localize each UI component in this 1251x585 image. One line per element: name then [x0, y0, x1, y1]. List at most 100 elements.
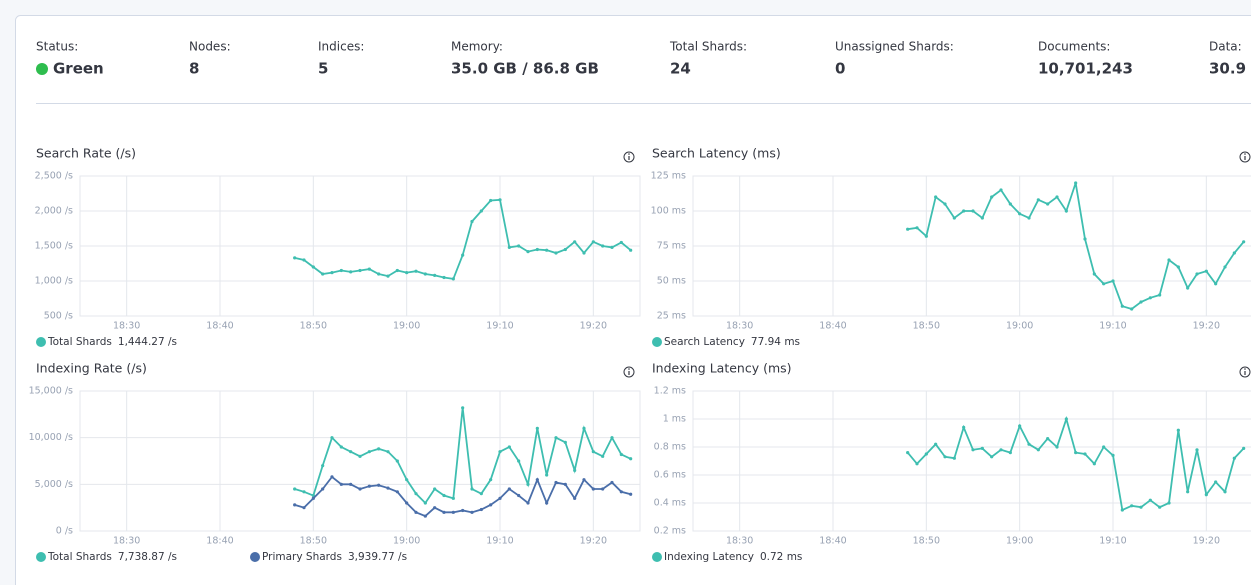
x-tick-label: 18:40 — [819, 536, 846, 547]
data-point — [1092, 272, 1096, 276]
x-tick-label: 18:50 — [300, 321, 327, 332]
data-point — [915, 462, 919, 466]
data-point — [1074, 451, 1078, 455]
data-point — [1083, 452, 1087, 456]
data-point — [517, 244, 521, 248]
y-tick-label: 75 ms — [657, 241, 686, 252]
stat-value: Green — [53, 60, 104, 78]
y-tick-label: 50 ms — [657, 276, 686, 287]
data-point — [601, 454, 605, 458]
data-point — [610, 480, 614, 485]
legend-swatch — [652, 337, 662, 347]
data-point — [601, 487, 605, 491]
data-point — [1204, 493, 1208, 497]
data-point — [999, 188, 1003, 192]
data-point — [498, 496, 502, 500]
chart-title: Search Rate (/s) — [36, 146, 136, 161]
data-point — [554, 436, 558, 440]
data-point — [1046, 437, 1050, 441]
data-point — [1232, 456, 1236, 460]
data-point — [367, 267, 371, 271]
data-point — [1242, 446, 1246, 450]
data-point — [386, 450, 390, 454]
chart-title: Search Latency (ms) — [652, 146, 781, 161]
legend-value: 7,738.87 /s — [118, 551, 177, 563]
legend-value: 1,444.27 /s — [118, 336, 177, 348]
data-point — [423, 501, 427, 505]
x-tick-label: 19:10 — [1099, 536, 1126, 547]
x-tick-label: 19:00 — [1006, 536, 1033, 547]
data-point — [591, 450, 595, 454]
data-point — [433, 506, 437, 510]
data-point — [1018, 424, 1022, 428]
data-point — [311, 496, 315, 500]
data-point — [461, 253, 465, 257]
data-point — [1242, 240, 1246, 244]
x-tick-label: 19:00 — [393, 536, 420, 547]
y-tick-label: 500 /s — [44, 311, 73, 322]
legend-name: Total Shards — [47, 336, 112, 348]
data-point — [1055, 445, 1059, 449]
y-tick-label: 0.8 ms — [654, 442, 686, 453]
stat-value: 5 — [318, 60, 328, 78]
y-tick-label: 15,000 /s — [29, 386, 73, 397]
data-point — [395, 459, 399, 463]
data-point — [545, 248, 549, 252]
data-point — [367, 484, 371, 488]
data-point — [906, 451, 910, 455]
info-icon — [1239, 366, 1251, 378]
x-tick-label: 19:10 — [486, 536, 513, 547]
stat-value: 8 — [189, 60, 199, 78]
stat-label: Status: — [36, 40, 78, 54]
data-point — [629, 248, 633, 252]
x-tick-label: 19:10 — [486, 321, 513, 332]
x-tick-label: 19:20 — [1193, 321, 1220, 332]
data-point — [405, 478, 409, 482]
data-point — [517, 459, 521, 463]
data-point — [999, 448, 1003, 452]
data-point — [526, 482, 530, 486]
legend-name: Primary Shards — [262, 551, 342, 563]
data-point — [610, 245, 614, 249]
info-icon — [623, 366, 635, 378]
y-tick-label: 5,000 /s — [35, 479, 73, 490]
data-point — [1186, 286, 1190, 290]
data-point — [1223, 490, 1227, 494]
data-point — [498, 198, 502, 202]
x-tick-label: 19:20 — [1193, 536, 1220, 547]
data-point — [1018, 212, 1022, 216]
data-point — [302, 490, 306, 494]
data-point — [423, 514, 427, 518]
data-point — [405, 271, 409, 275]
x-tick-label: 19:20 — [580, 536, 607, 547]
data-point — [1148, 498, 1152, 502]
data-point — [1083, 237, 1087, 241]
info-icon — [623, 151, 635, 163]
data-point — [479, 492, 483, 496]
data-point — [479, 209, 483, 213]
data-point — [619, 490, 623, 494]
y-tick-label: 10,000 /s — [29, 432, 73, 443]
y-tick-label: 125 ms — [651, 171, 686, 182]
data-point — [1195, 448, 1199, 452]
x-tick-label: 18:50 — [913, 321, 940, 332]
data-point — [962, 209, 966, 213]
stat-label: Nodes: — [189, 40, 231, 54]
data-point — [619, 240, 623, 245]
data-point — [414, 510, 418, 514]
x-tick-label: 18:50 — [913, 536, 940, 547]
data-point — [1167, 501, 1171, 505]
data-point — [1176, 265, 1180, 269]
data-point — [1120, 304, 1124, 308]
data-point — [1064, 417, 1068, 421]
data-point — [1074, 181, 1078, 185]
x-tick-label: 19:00 — [393, 321, 420, 332]
data-point — [601, 244, 605, 248]
data-point — [395, 268, 399, 273]
info-icon — [1239, 151, 1251, 163]
data-point — [293, 487, 297, 491]
data-point — [451, 277, 455, 281]
stat-label: Total Shards: — [669, 40, 747, 54]
data-point — [971, 448, 975, 452]
